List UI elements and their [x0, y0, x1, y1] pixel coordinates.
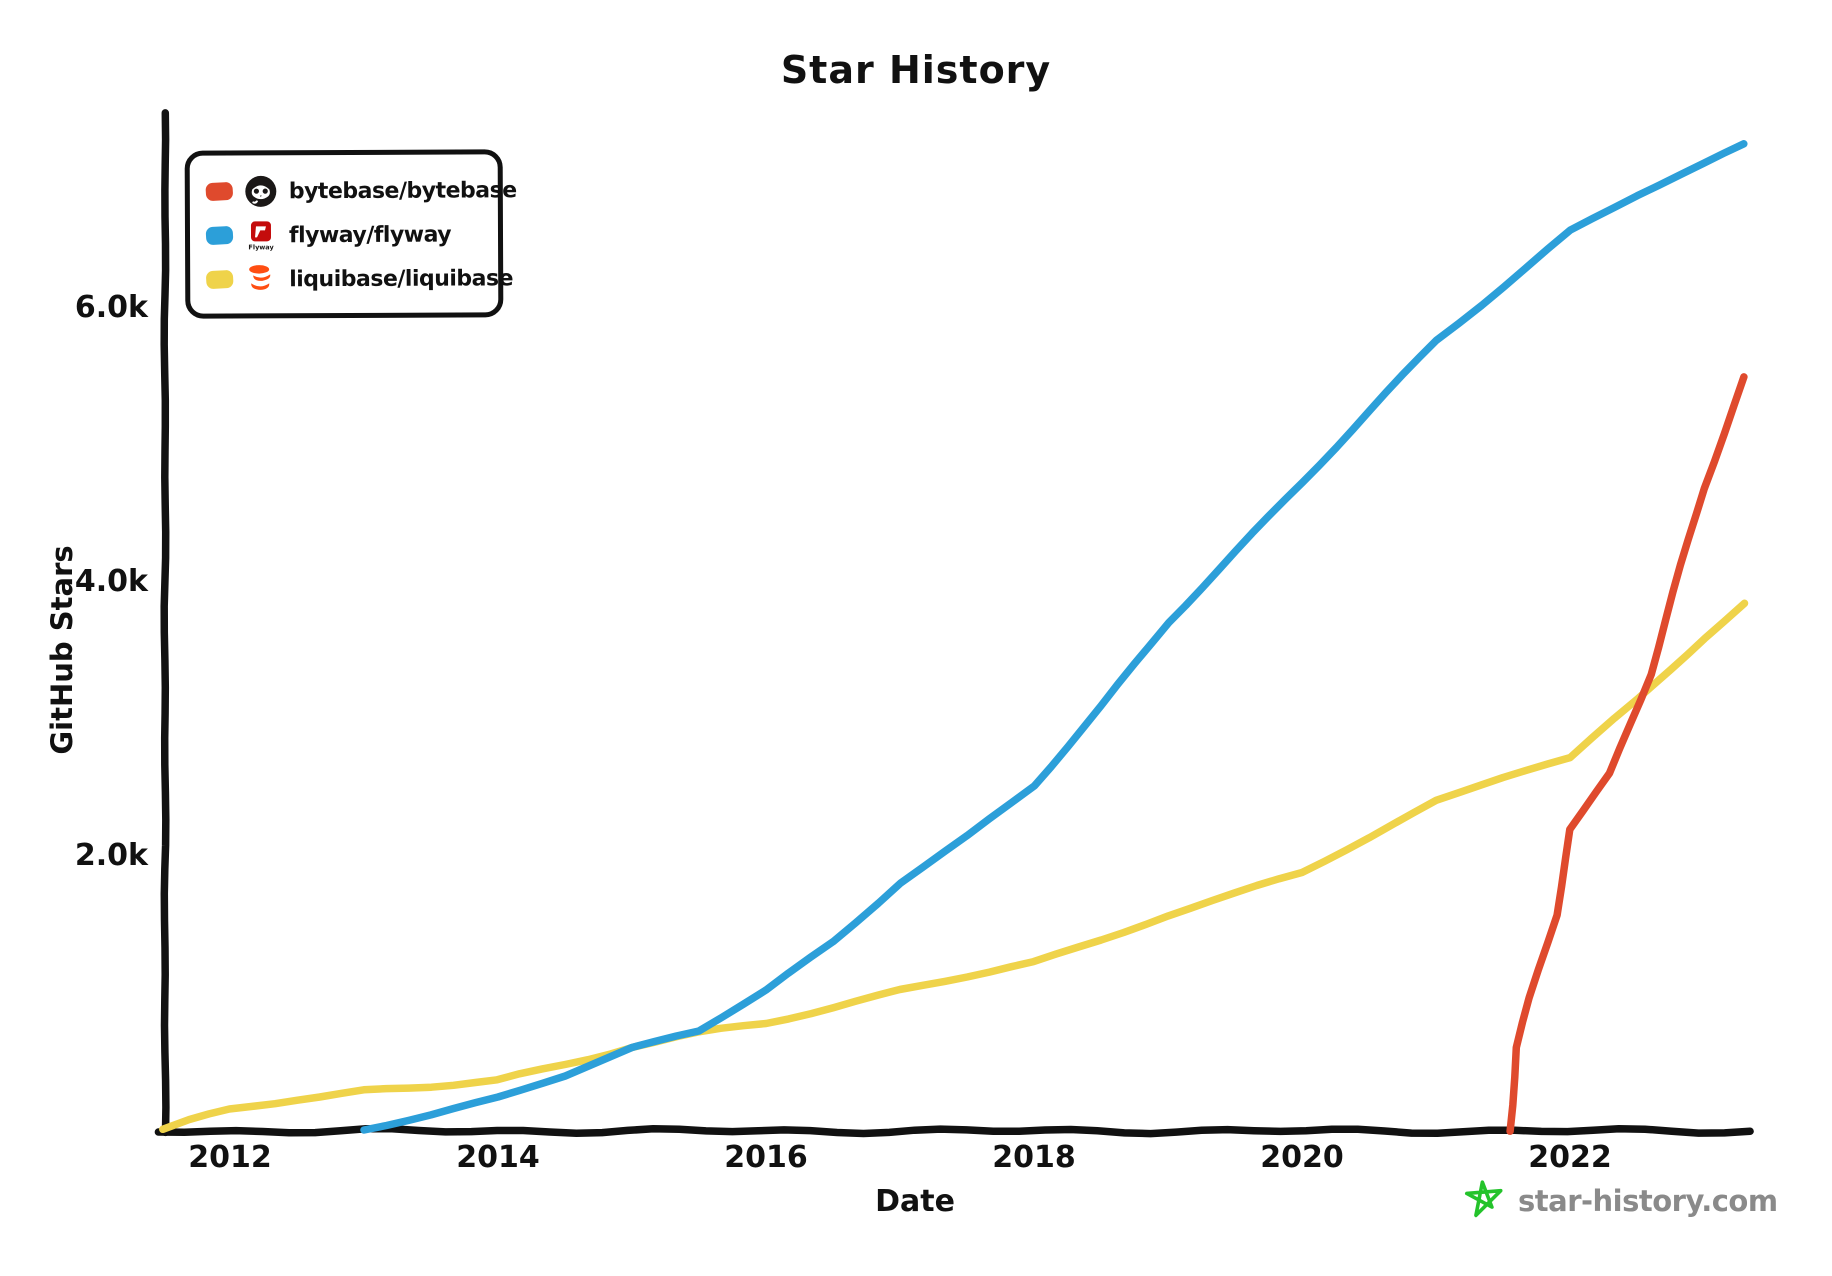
y-tick-6k: 6.0k [74, 290, 148, 325]
legend-label: liquibase/liquibase [289, 265, 514, 292]
axes [154, 109, 1754, 1138]
star-icon [1464, 1180, 1503, 1218]
github-octocat-icon [243, 173, 279, 209]
x-tick-2016: 2016 [724, 1140, 808, 1175]
footer-brand[interactable]: star-history.com [1462, 1178, 1778, 1224]
svg-text:Flyway: Flyway [248, 243, 274, 251]
x-tick-2018: 2018 [992, 1140, 1076, 1175]
legend-label: bytebase/bytebase [288, 177, 517, 204]
x-tick-2020: 2020 [1260, 1140, 1344, 1175]
series-line-flyway[interactable] [360, 140, 1748, 1134]
legend-item-bytebase: bytebase/bytebase [205, 168, 517, 213]
y-tick-2k: 2.0k [74, 838, 148, 873]
series-line-bytebase[interactable] [1506, 373, 1748, 1135]
x-tick-2012: 2012 [188, 1140, 272, 1175]
brand-text: star-history.com [1518, 1184, 1778, 1218]
legend-item-flyway: Flyway flyway/flyway [205, 212, 480, 257]
flyway-logo-icon: Flyway [243, 217, 279, 253]
y-axis-label: GitHub Stars [45, 545, 79, 755]
y-tick-4k: 4.0k [74, 564, 148, 599]
x-axis-label: Date [875, 1184, 955, 1219]
series-line-liquibase[interactable] [159, 599, 1749, 1134]
chart-title: Star History [780, 48, 1052, 92]
legend-item-liquibase: liquibase/liquibase [205, 256, 513, 301]
x-tick-2014: 2014 [456, 1140, 540, 1175]
legend-label: flyway/flyway [288, 222, 452, 248]
bytebase-color-swatch [205, 181, 234, 202]
y-axis-line [160, 109, 170, 1137]
legend-box: bytebase/bytebase Flyway flyway/flyway [184, 149, 517, 319]
series-lines [159, 140, 1749, 1135]
liquibase-logo-icon [243, 261, 279, 297]
x-axis-line [154, 1125, 1754, 1138]
x-tick-2022: 2022 [1528, 1140, 1612, 1175]
liquibase-color-swatch [205, 269, 234, 290]
flyway-color-swatch [205, 225, 234, 246]
